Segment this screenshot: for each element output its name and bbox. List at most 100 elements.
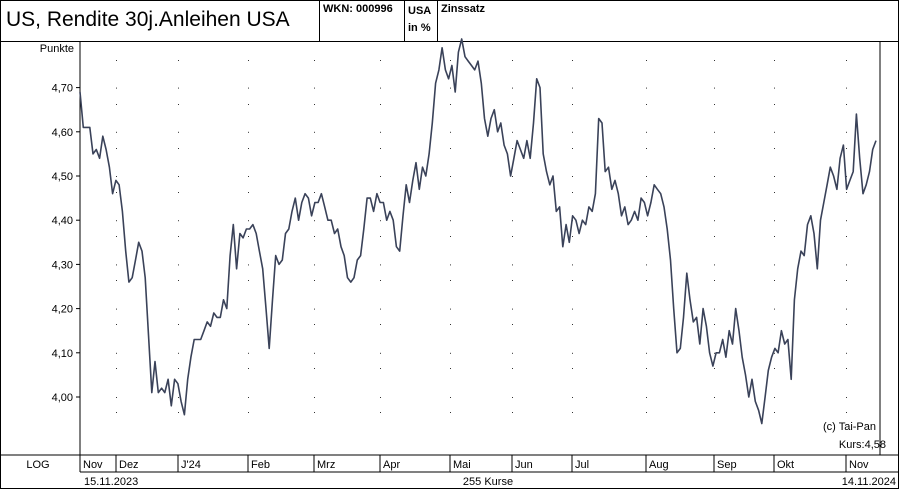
grid-dot: [450, 192, 451, 193]
grid-dot: [646, 131, 647, 133]
grid-dot: [512, 104, 513, 105]
grid-dot: [314, 324, 315, 325]
last-value-label: Kurs:4,58: [839, 439, 886, 451]
grid-dot: [248, 264, 249, 266]
grid-dot: [512, 412, 513, 413]
grid-dot: [116, 104, 117, 105]
y-tick-label: 4,40: [52, 215, 73, 227]
grid-dot: [714, 192, 715, 193]
grid-dot: [314, 280, 315, 281]
grid-dot: [380, 324, 381, 325]
x-tick-label: Feb: [251, 459, 270, 471]
grid-dot: [714, 412, 715, 413]
grid-dot: [512, 236, 513, 237]
grid-dot: [314, 87, 315, 89]
header-divider: [0, 41, 899, 42]
grid-dot: [314, 131, 315, 133]
grid-dot: [314, 368, 315, 369]
grid-dot: [572, 324, 573, 325]
grid-dot: [380, 87, 381, 89]
x-tick-label: Okt: [777, 459, 794, 471]
grid-dot: [450, 236, 451, 237]
grid-dot: [512, 308, 513, 310]
grid-dot: [774, 264, 775, 266]
grid-dot: [774, 104, 775, 105]
grid-dot: [178, 220, 179, 222]
grid-dot: [314, 308, 315, 310]
grid-dot: [116, 87, 117, 89]
instrument-type-label: Zinssatz: [441, 3, 486, 15]
grid-dot: [572, 280, 573, 281]
grid-dot: [248, 368, 249, 369]
grid-dot: [178, 324, 179, 325]
grid-dot: [178, 176, 179, 177]
grid-dot: [116, 60, 117, 61]
grid-dot: [774, 412, 775, 413]
grid-dot: [714, 176, 715, 177]
y-tick-label: 4,70: [52, 83, 73, 95]
grid-dot: [846, 60, 847, 61]
grid-dot: [314, 176, 315, 177]
grid-dot: [380, 131, 381, 133]
grid-dot: [178, 192, 179, 193]
grid-dot: [178, 368, 179, 369]
grid-dot: [450, 176, 451, 177]
grid-dot: [714, 324, 715, 325]
grid-dot: [846, 308, 847, 310]
grid-dot: [846, 131, 847, 133]
grid-dot: [450, 148, 451, 149]
grid-dot: [774, 192, 775, 193]
y-tick-label: 4,00: [52, 392, 73, 404]
y-tick-label: 4,10: [52, 348, 73, 360]
grid-dot: [646, 60, 647, 61]
x-tick-label: Jun: [515, 459, 533, 471]
y-axis-ticks: 4,00 4,10 4,20 4,30 4,40 4,50 4,60 4,70: [52, 83, 80, 404]
grid-dot: [774, 87, 775, 89]
grid-dot: [248, 60, 249, 61]
grid-dot: [248, 308, 249, 310]
grid-dot: [450, 131, 451, 133]
grid-dot: [846, 236, 847, 237]
unit-line-2: in %: [408, 22, 431, 34]
grid-dot: [846, 87, 847, 89]
scale-mode-label: LOG: [26, 459, 49, 471]
grid-dot: [512, 264, 513, 266]
grid-dot: [450, 412, 451, 413]
grid-dot: [512, 352, 513, 354]
grid-dot: [450, 397, 451, 398]
grid-dot: [450, 104, 451, 105]
grid-dot: [450, 60, 451, 61]
grid-dot: [774, 352, 775, 354]
x-tick-label: J'24: [181, 459, 201, 471]
grid-dot: [248, 192, 249, 193]
grid-dot: [646, 412, 647, 413]
grid-dot: [846, 192, 847, 193]
grid-dot: [450, 87, 451, 89]
grid-dot: [248, 324, 249, 325]
grid-dot: [646, 176, 647, 177]
grid-dot: [178, 87, 179, 89]
grid-dot: [116, 131, 117, 133]
grid-dot: [646, 368, 647, 369]
grid-dots: [116, 60, 847, 413]
grid-dot: [572, 104, 573, 105]
x-tick-label: Sep: [717, 459, 737, 471]
grid-dot: [248, 352, 249, 354]
grid-dot: [714, 352, 715, 354]
grid-dot: [714, 148, 715, 149]
x-tick-label: Apr: [383, 459, 400, 471]
grid-dot: [572, 308, 573, 310]
grid-dot: [846, 264, 847, 266]
grid-dot: [380, 192, 381, 193]
grid-dot: [314, 148, 315, 149]
grid-dot: [512, 220, 513, 222]
x-tick-label: Aug: [649, 459, 669, 471]
grid-dot: [314, 60, 315, 61]
grid-dot: [846, 324, 847, 325]
unit-label: USA in %: [405, 0, 438, 41]
wkn-label: WKN: 000996: [320, 0, 405, 41]
grid-dot: [512, 280, 513, 281]
grid-dot: [380, 352, 381, 354]
grid-dot: [714, 87, 715, 89]
